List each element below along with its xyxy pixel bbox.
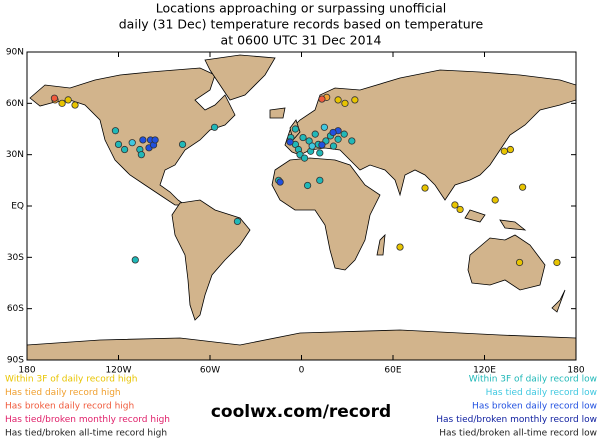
land (26, 54, 577, 361)
y-tick-label: 30N (6, 150, 24, 160)
new-zealand (551, 289, 566, 313)
borneo (464, 209, 486, 223)
x-tick-label: 180 (18, 366, 35, 376)
source: coolwx.com/record (211, 402, 391, 422)
x-tick-label: 60E (384, 366, 401, 376)
legend-entry: Within 3F of daily record low (469, 375, 597, 385)
south-america (171, 199, 251, 321)
record-marker (491, 196, 499, 204)
record-marker (121, 145, 129, 154)
record-marker (318, 141, 326, 149)
legend-entry: Within 3F of daily record high (5, 375, 137, 385)
record-marker (421, 184, 429, 192)
y-tick-label: 30S (7, 253, 24, 263)
record-marker (137, 151, 145, 159)
iceland (269, 107, 286, 119)
record-marker (128, 139, 136, 147)
legend-entry: Has tied/broken all-time record low (439, 429, 597, 439)
record-marker (351, 96, 359, 104)
record-marker (303, 181, 312, 190)
new-guinea (499, 219, 527, 231)
record-marker (286, 138, 294, 146)
record-marker (340, 130, 348, 138)
y-tick-label: 90N (6, 48, 24, 58)
x-tick-label: 60W (200, 366, 220, 376)
record-marker (276, 178, 284, 186)
record-marker (71, 101, 79, 109)
australia (467, 234, 546, 291)
record-marker (500, 147, 508, 155)
record-marker (210, 123, 219, 131)
x-tick-label: 0 (299, 366, 305, 376)
record-marker (308, 142, 316, 150)
record-marker (396, 243, 404, 251)
x-tick-label: 120W (105, 366, 131, 376)
record-marker (114, 140, 123, 148)
record-marker (316, 176, 324, 184)
record-marker (139, 136, 147, 144)
record-marker (50, 94, 59, 102)
record-marker (515, 258, 524, 267)
y-tick-label: 60S (7, 304, 24, 314)
legend-entry: Has tied daily record high (5, 388, 121, 398)
record-marker (131, 256, 139, 264)
y-tick-label: 60N (6, 99, 24, 109)
record-marker (341, 99, 349, 107)
record-marker (178, 140, 187, 148)
y-tick-label: 90S (7, 356, 24, 366)
record-marker (64, 96, 72, 104)
greenland (204, 54, 276, 101)
record-marker (58, 99, 66, 107)
record-marker (329, 142, 338, 150)
record-marker (506, 145, 515, 154)
north-america (29, 67, 236, 206)
record-marker (233, 217, 242, 225)
eurasia (284, 69, 577, 201)
title-line: daily (31 Dec) temperature records based… (119, 17, 484, 32)
x-tick-label: 180 (567, 366, 584, 376)
legend-entry: Has broken daily record high (5, 402, 134, 412)
legend-entry: Has tied/broken all-time record high (5, 429, 167, 439)
record-marker (320, 123, 328, 131)
record-marker (553, 258, 561, 267)
record-marker (456, 205, 464, 214)
record-marker (111, 127, 120, 135)
record-marker (151, 136, 159, 144)
record-marker (299, 133, 307, 142)
record-marker (348, 137, 356, 145)
y-tick-label: EQ (11, 202, 24, 212)
record-marker (318, 95, 326, 103)
record-marker (451, 201, 459, 209)
legend-entry: Has broken daily record low (472, 402, 597, 412)
title-line: at 0600 UTC 31 Dec 2014 (221, 33, 382, 48)
record-marker (334, 96, 342, 104)
x-tick-label: 120E (473, 366, 496, 376)
record-marker (311, 130, 319, 138)
africa (271, 157, 381, 271)
legend-entry: Has tied daily record low (486, 388, 597, 398)
record-marker (300, 154, 309, 162)
record-marker (291, 125, 299, 133)
record-marker (519, 183, 527, 191)
record-marker (329, 128, 337, 137)
legend-entry: Has tied/broken monthly record high (5, 415, 170, 425)
legend-entry: Has tied/broken monthly record low (436, 415, 597, 425)
title-line: Locations approaching or surpassing unof… (156, 1, 446, 16)
record-marker (334, 135, 342, 143)
madagascar (376, 233, 386, 256)
record-marker (316, 149, 324, 157)
record-marker (305, 137, 313, 145)
